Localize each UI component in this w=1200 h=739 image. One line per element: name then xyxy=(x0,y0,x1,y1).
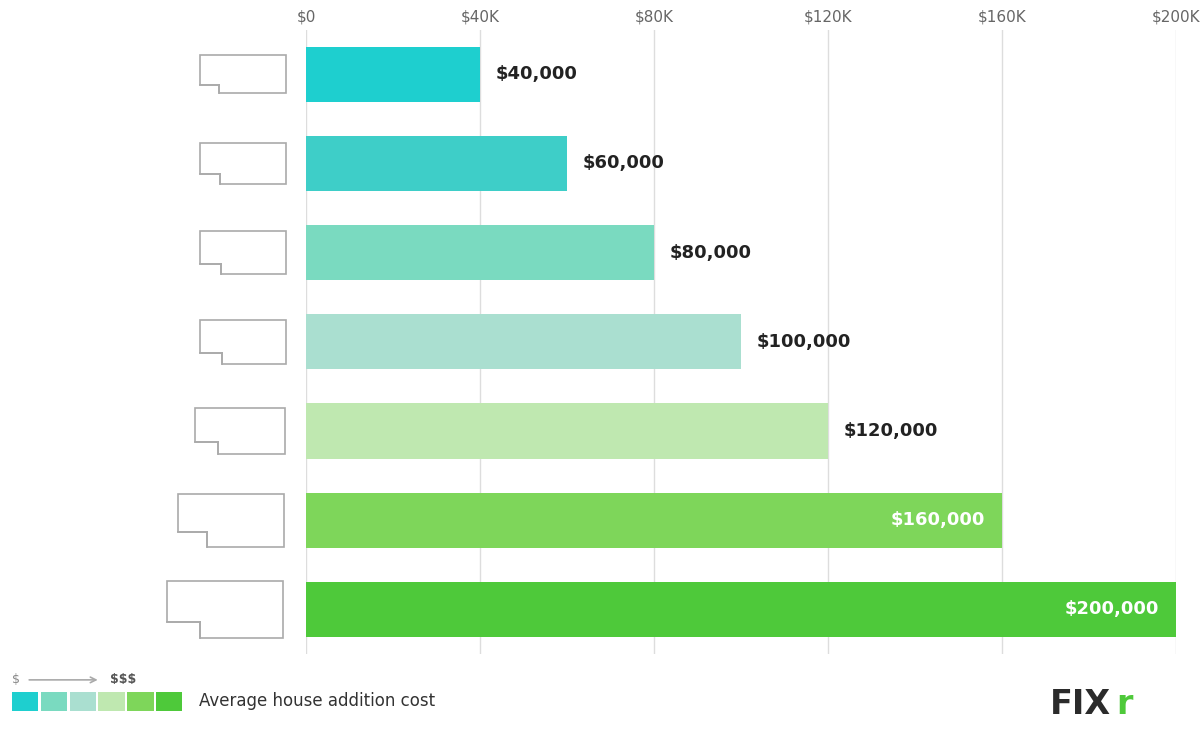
Bar xyxy=(168,532,208,551)
Text: $100,000: $100,000 xyxy=(756,333,851,351)
Text: $: $ xyxy=(12,673,20,687)
Bar xyxy=(200,231,286,273)
Text: FIX: FIX xyxy=(1050,687,1111,721)
Text: Average house addition cost: Average house addition cost xyxy=(199,692,436,710)
Bar xyxy=(192,85,218,97)
Bar xyxy=(306,582,1176,637)
Bar xyxy=(306,403,828,459)
Bar xyxy=(306,314,742,370)
Bar xyxy=(192,264,221,278)
Text: $$$: $$$ xyxy=(110,673,137,687)
Bar xyxy=(306,47,480,102)
Bar xyxy=(192,174,220,188)
Bar xyxy=(192,353,222,368)
Text: $160,000: $160,000 xyxy=(890,511,985,529)
Bar xyxy=(306,493,1002,548)
Bar xyxy=(200,55,286,93)
Text: $200,000: $200,000 xyxy=(1064,600,1159,619)
Bar xyxy=(194,408,286,454)
Bar xyxy=(306,136,568,191)
Bar xyxy=(186,442,218,459)
Text: $60,000: $60,000 xyxy=(582,154,664,172)
Text: $40,000: $40,000 xyxy=(496,65,577,84)
Text: r: r xyxy=(1116,687,1133,721)
Text: $80,000: $80,000 xyxy=(670,244,751,262)
Bar xyxy=(200,143,286,183)
Bar xyxy=(156,621,200,644)
Bar xyxy=(200,320,286,364)
Bar xyxy=(178,494,284,547)
Bar xyxy=(167,581,283,638)
Bar xyxy=(306,225,654,280)
Text: $120,000: $120,000 xyxy=(844,422,937,440)
